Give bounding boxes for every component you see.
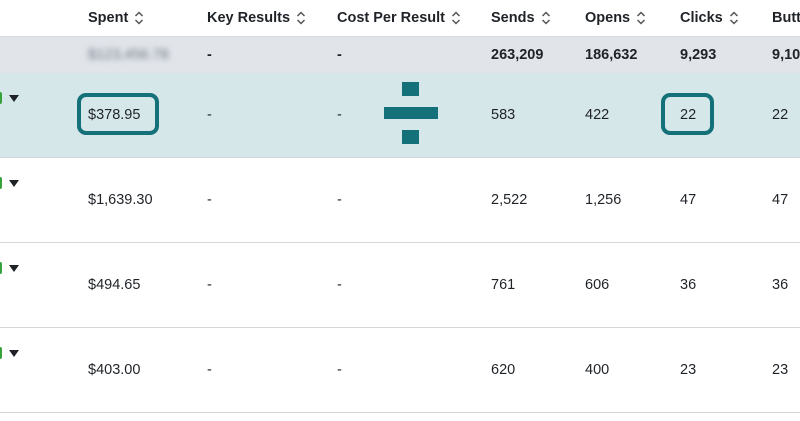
column-header-spent[interactable]: Spent (88, 0, 144, 36)
column-header-clicks[interactable]: Clicks (680, 0, 739, 36)
spent-highlight-box (77, 93, 159, 135)
status-indicator-icon (0, 347, 2, 359)
cell-opens: 1,256 (585, 192, 622, 208)
cell-key-results: - (207, 107, 212, 123)
cell-opens: 400 (585, 362, 610, 378)
cell-clicks: 36 (680, 277, 697, 293)
total-buttons: 9,10 (772, 47, 800, 63)
cell-key-results: - (207, 362, 212, 378)
table-row[interactable]: $1,639.30 - - 2,522 1,256 47 47 (0, 158, 800, 243)
cell-sends: 583 (491, 107, 516, 123)
table-header-row: Spent Key Results Cost Per Result Sends … (0, 0, 800, 37)
sort-icon[interactable] (134, 11, 144, 25)
divide-icon (384, 82, 438, 144)
cell-spent: $403.00 (88, 362, 141, 378)
total-clicks: 9,293 (680, 47, 717, 63)
cell-cost-per-result: - (337, 107, 342, 123)
cell-buttons: 47 (772, 192, 789, 208)
total-sends: 263,209 (491, 47, 544, 63)
sort-icon[interactable] (729, 11, 739, 25)
divide-dot-bottom (402, 130, 419, 144)
cell-cost-per-result: - (337, 362, 342, 378)
caret-down-icon[interactable] (9, 350, 19, 357)
cell-buttons: 36 (772, 277, 789, 293)
cell-sends: 620 (491, 362, 516, 378)
table-row[interactable]: $378.95 - - 583 422 22 22 (0, 73, 800, 158)
sort-icon[interactable] (451, 11, 461, 25)
status-indicator-icon (0, 92, 2, 104)
divide-dot-top (402, 82, 419, 96)
status-indicator-icon (0, 177, 2, 189)
column-header-opens[interactable]: Opens (585, 0, 646, 36)
sort-icon[interactable] (636, 11, 646, 25)
column-header-label: Sends (491, 10, 535, 26)
cell-spent: $378.95 (88, 107, 141, 123)
cell-opens: 422 (585, 107, 610, 123)
cell-cost-per-result: - (337, 277, 342, 293)
column-header-sends[interactable]: Sends (491, 0, 551, 36)
table-row[interactable]: $494.65 - - 761 606 36 36 (0, 243, 800, 328)
column-header-key-results[interactable]: Key Results (207, 0, 306, 36)
total-cost-per-result: - (337, 47, 342, 63)
cell-buttons: 23 (772, 362, 789, 378)
column-header-label: Cost Per Result (337, 10, 445, 26)
column-header-label: Key Results (207, 10, 291, 26)
cell-spent: $1,639.30 (88, 192, 153, 208)
table-row[interactable]: $403.00 - - 620 400 23 23 (0, 328, 800, 413)
cell-key-results: - (207, 192, 212, 208)
column-header-buttons[interactable]: Butt (772, 0, 800, 36)
column-header-label: Spent (88, 10, 129, 26)
caret-down-icon[interactable] (9, 95, 19, 102)
column-header-label: Butt (772, 10, 800, 26)
sort-icon[interactable] (541, 11, 551, 25)
divide-bar (384, 107, 438, 119)
column-header-label: Clicks (680, 10, 723, 26)
total-spent: $123,456.78 (88, 47, 169, 63)
status-indicator-icon (0, 262, 2, 274)
total-key-results: - (207, 47, 212, 63)
column-header-cost-per-result[interactable]: Cost Per Result (337, 0, 461, 36)
cell-clicks: 47 (680, 192, 697, 208)
cell-sends: 2,522 (491, 192, 528, 208)
cell-clicks: 23 (680, 362, 697, 378)
cell-opens: 606 (585, 277, 610, 293)
total-opens: 186,632 (585, 47, 638, 63)
cell-sends: 761 (491, 277, 516, 293)
cell-key-results: - (207, 277, 212, 293)
clicks-highlight-box (661, 93, 714, 135)
cell-cost-per-result: - (337, 192, 342, 208)
cell-spent: $494.65 (88, 277, 141, 293)
caret-down-icon[interactable] (9, 180, 19, 187)
cell-buttons: 22 (772, 107, 789, 123)
totals-row: $123,456.78 - - 263,209 186,632 9,293 9,… (0, 37, 800, 73)
caret-down-icon[interactable] (9, 265, 19, 272)
sort-icon[interactable] (296, 11, 306, 25)
column-header-label: Opens (585, 10, 631, 26)
cell-clicks: 22 (680, 107, 697, 123)
